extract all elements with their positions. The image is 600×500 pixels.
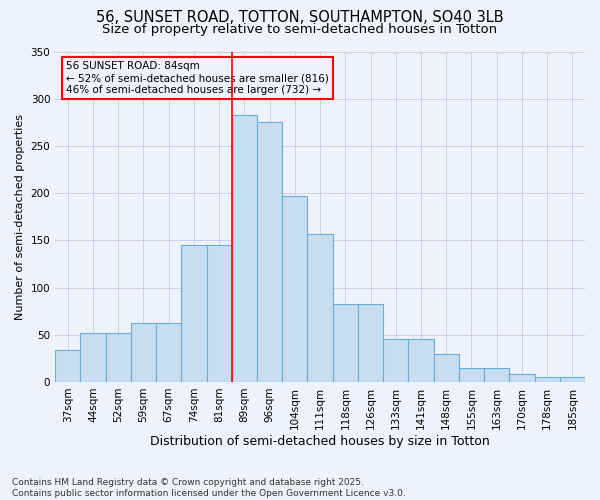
X-axis label: Distribution of semi-detached houses by size in Totton: Distribution of semi-detached houses by … [150, 434, 490, 448]
Bar [181, 245, 206, 382]
Bar [257, 122, 282, 382]
Bar [560, 377, 585, 382]
Bar [358, 304, 383, 382]
Text: Contains HM Land Registry data © Crown copyright and database right 2025.
Contai: Contains HM Land Registry data © Crown c… [12, 478, 406, 498]
Bar [535, 377, 560, 382]
Bar [307, 234, 332, 382]
Text: 56 SUNSET ROAD: 84sqm
← 52% of semi-detached houses are smaller (816)
46% of sem: 56 SUNSET ROAD: 84sqm ← 52% of semi-deta… [66, 62, 329, 94]
Bar [383, 338, 409, 382]
Y-axis label: Number of semi-detached properties: Number of semi-detached properties [15, 114, 25, 320]
Text: Size of property relative to semi-detached houses in Totton: Size of property relative to semi-detach… [103, 22, 497, 36]
Bar [409, 340, 434, 382]
Bar [434, 354, 459, 382]
Bar [131, 324, 156, 382]
Bar [232, 115, 257, 382]
Bar [206, 245, 232, 382]
Bar [80, 333, 106, 382]
Bar [282, 196, 307, 382]
Bar [55, 350, 80, 382]
Bar [156, 324, 181, 382]
Bar [484, 368, 509, 382]
Bar [332, 304, 358, 382]
Bar [106, 333, 131, 382]
Bar [459, 368, 484, 382]
Bar [509, 374, 535, 382]
Text: 56, SUNSET ROAD, TOTTON, SOUTHAMPTON, SO40 3LB: 56, SUNSET ROAD, TOTTON, SOUTHAMPTON, SO… [96, 10, 504, 25]
